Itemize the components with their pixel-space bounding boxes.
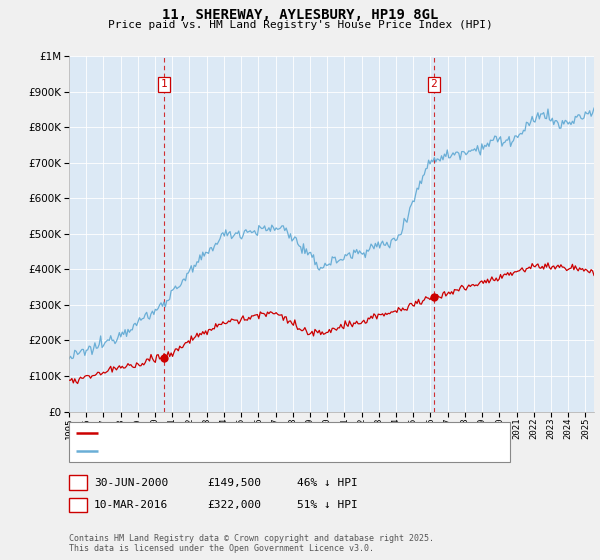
Text: £322,000: £322,000: [207, 500, 261, 510]
Text: 1: 1: [160, 80, 167, 90]
Text: Price paid vs. HM Land Registry's House Price Index (HPI): Price paid vs. HM Land Registry's House …: [107, 20, 493, 30]
Text: 46% ↓ HPI: 46% ↓ HPI: [297, 478, 358, 488]
Text: £149,500: £149,500: [207, 478, 261, 488]
Text: 1: 1: [74, 478, 82, 488]
Text: 30-JUN-2000: 30-JUN-2000: [94, 478, 169, 488]
Text: 2: 2: [74, 500, 82, 510]
Text: 2: 2: [431, 80, 437, 90]
Text: 11, SHEREWAY, AYLESBURY, HP19 8GL: 11, SHEREWAY, AYLESBURY, HP19 8GL: [162, 8, 438, 22]
Text: 10-MAR-2016: 10-MAR-2016: [94, 500, 169, 510]
Text: 11, SHEREWAY, AYLESBURY, HP19 8GL (detached house): 11, SHEREWAY, AYLESBURY, HP19 8GL (detac…: [102, 428, 415, 438]
Text: 51% ↓ HPI: 51% ↓ HPI: [297, 500, 358, 510]
Text: Contains HM Land Registry data © Crown copyright and database right 2025.
This d: Contains HM Land Registry data © Crown c…: [69, 534, 434, 553]
Text: HPI: Average price, detached house, Buckinghamshire: HPI: Average price, detached house, Buck…: [102, 446, 421, 456]
